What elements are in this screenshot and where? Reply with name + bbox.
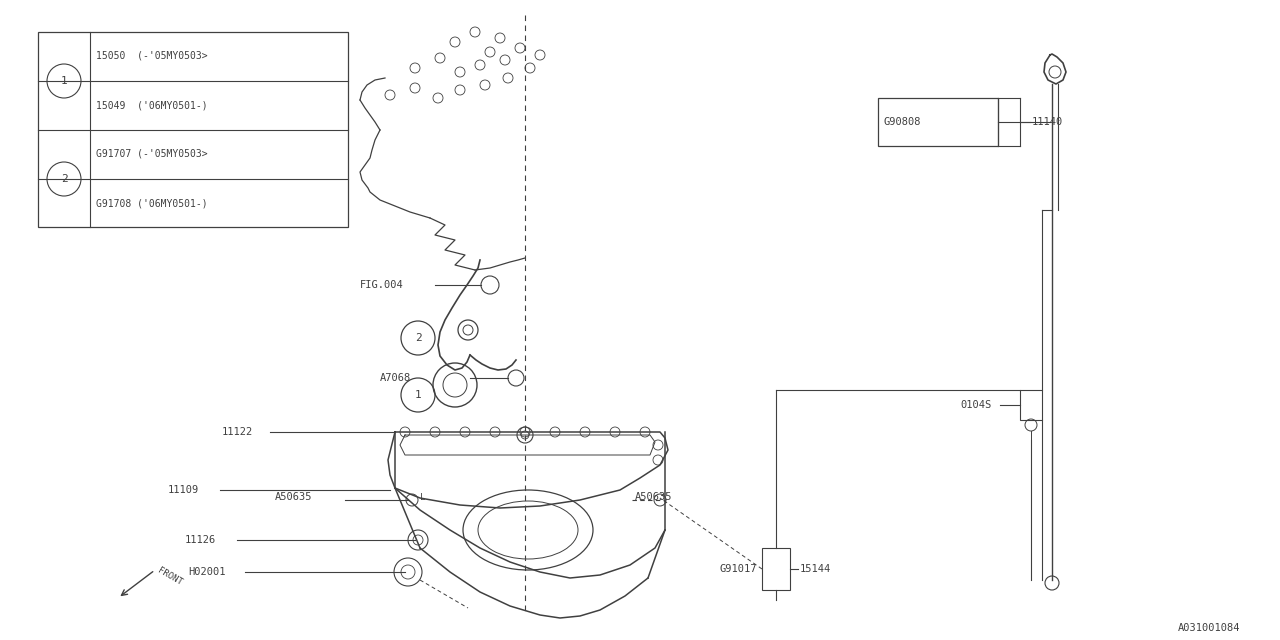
Text: L: L <box>420 493 425 502</box>
Text: 15050  (-'05MY0503>: 15050 (-'05MY0503> <box>96 51 207 61</box>
Text: G91017: G91017 <box>719 564 758 574</box>
Text: 11109: 11109 <box>168 485 200 495</box>
Text: 2: 2 <box>415 333 421 343</box>
Bar <box>38 32 348 227</box>
Bar <box>762 548 790 590</box>
Text: G91708 ('06MY0501-): G91708 ('06MY0501-) <box>96 198 207 208</box>
Text: G91707 (-'05MY0503>: G91707 (-'05MY0503> <box>96 149 207 159</box>
Text: G90808: G90808 <box>883 117 920 127</box>
Text: 11122: 11122 <box>221 427 253 437</box>
Bar <box>1020 390 1042 420</box>
Text: 0104S: 0104S <box>960 400 991 410</box>
Text: 15049  ('06MY0501-): 15049 ('06MY0501-) <box>96 100 207 110</box>
Text: A031001084: A031001084 <box>1178 623 1240 633</box>
Text: A50635: A50635 <box>275 492 312 502</box>
Text: FIG.004: FIG.004 <box>360 280 403 290</box>
Text: 11140: 11140 <box>1032 117 1064 127</box>
Bar <box>878 98 998 146</box>
Text: H02001: H02001 <box>188 567 225 577</box>
Text: A50635: A50635 <box>635 492 672 502</box>
Text: 2: 2 <box>60 174 68 184</box>
Text: 15144: 15144 <box>800 564 831 574</box>
Text: 11126: 11126 <box>186 535 216 545</box>
Text: A7068: A7068 <box>380 373 411 383</box>
Text: 1: 1 <box>415 390 421 400</box>
Text: 1: 1 <box>60 76 68 86</box>
Text: FRONT: FRONT <box>156 566 183 588</box>
